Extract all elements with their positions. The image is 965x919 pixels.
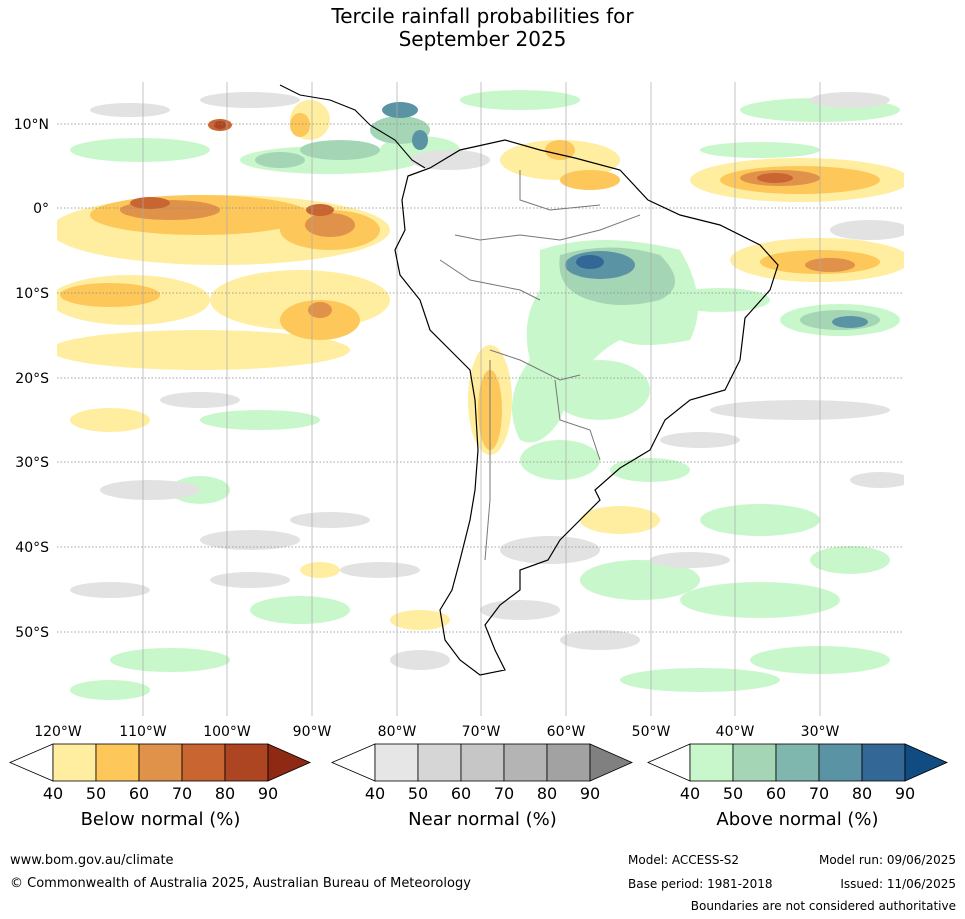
colorbar-tick-label: 70 <box>809 784 829 803</box>
colorbar-title: Below normal (%) <box>81 809 241 830</box>
colorbar-over-triangle <box>904 743 948 782</box>
model-text: Model: ACCESS-S2 <box>628 853 740 867</box>
lon-label: 100°W <box>203 724 251 740</box>
colorbar-segment <box>224 743 269 782</box>
colorbar-tick-label: 80 <box>537 784 557 803</box>
colorbar-segment <box>546 743 591 782</box>
lat-label: 10°N <box>14 117 49 133</box>
lon-gridlines <box>142 82 821 716</box>
colorbar-segment <box>503 743 548 782</box>
colorbar-tick-label: 60 <box>766 784 786 803</box>
colorbar-segment <box>818 743 863 782</box>
lon-label: 90°W <box>293 724 332 740</box>
colorbar-segment <box>374 743 419 782</box>
lat-label: 30°S <box>15 455 49 471</box>
latitude-labels: 10°N 0° 10°S 20°S 30°S 40°S 50°S <box>14 117 49 641</box>
colorbar-below-normal: 40 50 60 70 80 90 Below normal (%) <box>8 743 311 830</box>
colorbar-segment <box>861 743 906 782</box>
country-borders <box>439 170 641 561</box>
south-america-coastline <box>394 139 779 676</box>
colorbar-tick-label: 90 <box>580 784 600 803</box>
lat-label: 20°S <box>15 371 49 387</box>
lon-label: 110°W <box>119 724 167 740</box>
colorbar-title: Above normal (%) <box>716 809 878 830</box>
lon-label: 60°W <box>547 724 586 740</box>
colorbar-tick-label: 90 <box>895 784 915 803</box>
colorbar-tick-label: 40 <box>43 784 63 803</box>
lat-label: 50°S <box>15 625 49 641</box>
lat-label: 0° <box>33 201 49 217</box>
colorbar-tick-label: 80 <box>852 784 872 803</box>
colorbar-tick-label: 90 <box>258 784 278 803</box>
above-normal-80-patches <box>576 255 604 269</box>
model-run-text: Model run: 09/06/2025 <box>818 853 956 867</box>
lon-label: 30°W <box>801 724 840 740</box>
colorbar-tick-label: 80 <box>215 784 235 803</box>
colorbar-segment <box>460 743 505 782</box>
disclaimer-text: Boundaries are not considered authoritat… <box>690 899 956 913</box>
lat-label: 10°S <box>15 286 49 302</box>
lon-label: 80°W <box>378 724 417 740</box>
colorbar-segment <box>732 743 777 782</box>
lon-label: 120°W <box>34 724 82 740</box>
probability-field <box>57 82 904 716</box>
chart-title-line-1: Tercile rainfall probabilities for <box>331 4 634 28</box>
colorbar-tick-label: 50 <box>408 784 428 803</box>
colorbar-segment <box>52 743 97 782</box>
colorbar-segment <box>417 743 462 782</box>
colorbar-tick-label: 40 <box>680 784 700 803</box>
issued-text: Issued: 11/06/2025 <box>840 877 956 891</box>
lon-label: 70°W <box>462 724 501 740</box>
colorbar-under-triangle <box>330 743 376 782</box>
colorbar-above-normal: 40 50 60 70 80 90 Above normal (%) <box>647 743 948 830</box>
base-period-text: Base period: 1981-2018 <box>628 877 773 891</box>
lat-gridlines <box>57 123 904 633</box>
colorbar-tick-label: 50 <box>86 784 106 803</box>
colorbar-near-normal: 40 50 60 70 80 90 Near normal (%) <box>330 743 633 830</box>
colorbar-tick-label: 40 <box>365 784 385 803</box>
colorbar-segment <box>181 743 226 782</box>
colorbar-under-triangle <box>8 743 54 782</box>
chart-title-line-2: September 2025 <box>398 27 567 51</box>
colorbar-tick-label: 50 <box>723 784 743 803</box>
colorbar-under-triangle <box>647 743 691 782</box>
colorbar-tick-label: 70 <box>172 784 192 803</box>
colorbar-segment <box>95 743 140 782</box>
below-normal-80-patches <box>214 121 226 129</box>
lon-label: 40°W <box>716 724 755 740</box>
longitude-labels: 120°W 110°W 100°W 90°W 80°W 70°W 60°W 50… <box>34 724 839 740</box>
colorbar-tick-label: 60 <box>129 784 149 803</box>
website-link[interactable]: www.bom.gov.au/climate <box>10 853 174 868</box>
colorbar-segment <box>138 743 183 782</box>
colorbar-over-triangle <box>267 743 311 782</box>
colorbar-title: Near normal (%) <box>408 809 557 830</box>
lat-label: 40°S <box>15 540 49 556</box>
central-america-coastline <box>279 84 426 169</box>
colorbar-over-triangle <box>589 743 633 782</box>
colorbar-tick-label: 60 <box>451 784 471 803</box>
copyright-text: © Commonwealth of Australia 2025, Austra… <box>10 876 471 891</box>
colorbar-segment <box>775 743 820 782</box>
colorbar-segment <box>689 743 734 782</box>
colorbar-tick-label: 70 <box>494 784 514 803</box>
lon-label: 50°W <box>632 724 671 740</box>
near-normal-patches <box>70 92 904 670</box>
